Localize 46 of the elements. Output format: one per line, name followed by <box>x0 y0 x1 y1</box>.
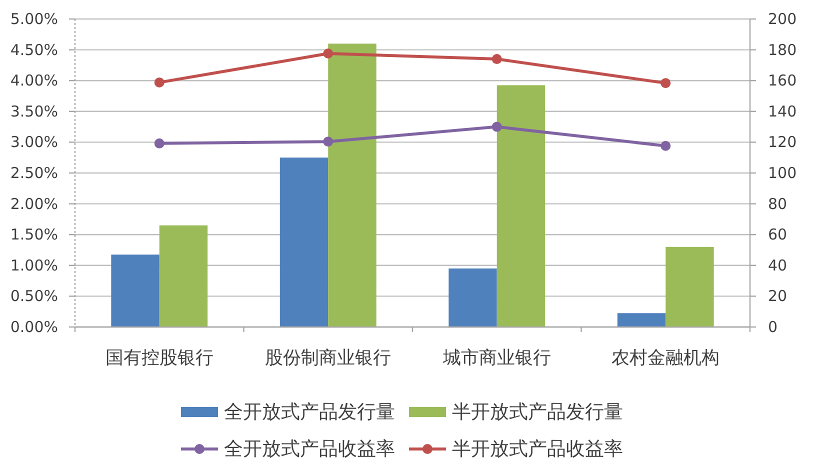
y-tick-label: 5.00% <box>10 10 58 28</box>
legend-label: 半开放式产品收益率 <box>452 438 623 460</box>
y2-tick-label: 100 <box>768 164 797 182</box>
bar <box>617 313 666 327</box>
x-tick-label: 国有控股银行 <box>105 348 214 368</box>
x-tick-label: 农村金融机构 <box>612 348 720 368</box>
y-tick-label: 1.50% <box>10 226 58 244</box>
y-tick-label: 0.00% <box>10 318 58 336</box>
y-tick-label: 2.00% <box>10 194 58 213</box>
y2-tick-label: 0 <box>768 318 778 336</box>
point <box>660 140 671 151</box>
y-tick-label: 1.00% <box>10 256 58 274</box>
y-tick-label: 4.00% <box>10 72 58 90</box>
y2-tick-label: 140 <box>768 102 797 120</box>
point <box>492 54 502 64</box>
point <box>660 78 671 88</box>
point <box>154 77 164 88</box>
x-tick-label: 城市商业银行 <box>442 348 551 368</box>
bar <box>328 44 376 327</box>
y-tick-label: 2.50% <box>10 164 58 182</box>
point <box>323 48 334 58</box>
point <box>154 138 164 148</box>
bar <box>666 246 714 327</box>
bar <box>111 254 160 327</box>
legend-label: 全开放式产品发行量 <box>224 401 395 423</box>
y2-tick-label: 120 <box>768 133 797 152</box>
bar <box>280 158 328 327</box>
y2-tick-label: 80 <box>768 194 788 213</box>
y-tick-label: 3.50% <box>10 102 58 120</box>
y-tick-label: 3.00% <box>10 133 58 152</box>
y2-tick-label: 180 <box>768 40 797 59</box>
bar <box>448 268 497 327</box>
legend-label: 全开放式产品收益率 <box>224 438 395 460</box>
y2-tick-label: 160 <box>768 72 797 90</box>
point <box>323 136 334 147</box>
y2-tick-label: 60 <box>768 226 788 244</box>
bar <box>496 85 546 327</box>
y-tick-label: 4.50% <box>10 40 58 59</box>
y2-tick-label: 200 <box>768 10 797 28</box>
y-tick-label: 0.50% <box>10 287 58 306</box>
y2-tick-label: 40 <box>768 256 788 274</box>
legend-label: 半开放式产品发行量 <box>452 401 623 423</box>
x-tick-label: 股份制商业银行 <box>265 348 392 368</box>
y2-tick-label: 20 <box>768 287 788 306</box>
bar <box>159 225 208 327</box>
point <box>492 122 502 132</box>
